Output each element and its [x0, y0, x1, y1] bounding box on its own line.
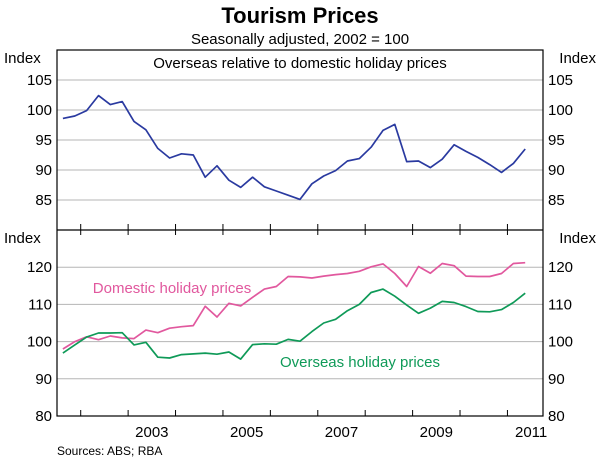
- y-tick-label-left: 100: [27, 102, 52, 119]
- bottom-panel-y-ticks: 80 80 90 90 100 100 110 110 120 120: [27, 259, 573, 425]
- x-tick-label: 2011: [515, 424, 547, 441]
- x-tick-label: 2007: [325, 424, 358, 441]
- y-tick-label-right: 100: [548, 102, 573, 119]
- top-y-label-left: Index: [4, 50, 41, 67]
- y-tick-label-left: 120: [27, 259, 52, 276]
- chart-title: Tourism Prices: [221, 3, 378, 28]
- series-line-overseas-relative: [62, 94, 526, 201]
- y-tick-label-right: 95: [548, 132, 565, 149]
- x-axis-ticks: 2003 2005 2007 2009 2011: [80, 224, 547, 441]
- series-line-domestic-holiday-prices: [62, 261, 526, 350]
- y-tick-label-left: 105: [27, 72, 52, 89]
- plot-frame: [56, 49, 544, 417]
- top-panel-y-ticks: 85 85 90 90 95 95 100 100 105 105: [27, 72, 573, 209]
- y-tick-label-left: 110: [28, 296, 52, 313]
- y-tick-label-right: 105: [548, 72, 573, 89]
- y-tick-label-left: 95: [35, 132, 52, 149]
- x-tick-label: 2009: [420, 424, 453, 441]
- x-tick-label: 2005: [230, 424, 263, 441]
- top-panel-grid: [57, 79, 543, 201]
- y-tick-label-left: 85: [35, 192, 52, 209]
- source-note: Sources: ABS; RBA: [57, 444, 162, 458]
- y-tick-label-left: 100: [27, 334, 52, 351]
- x-tick-label: 2003: [135, 424, 168, 441]
- series-line-overseas-holiday-prices: [62, 288, 526, 360]
- top-y-label-right: Index: [559, 50, 596, 67]
- y-tick-label-left: 80: [35, 408, 52, 425]
- y-tick-label-right: 90: [548, 162, 565, 179]
- chart-subtitle: Seasonally adjusted, 2002 = 100: [191, 31, 409, 48]
- y-tick-label-right: 120: [548, 259, 573, 276]
- bottom-y-label-right: Index: [559, 230, 596, 247]
- y-tick-label-left: 90: [35, 162, 52, 179]
- annotation-domestic-holiday-prices: Domestic holiday prices: [93, 280, 251, 297]
- y-tick-label-left: 90: [35, 371, 52, 388]
- annotation-overseas-relative: Overseas relative to domestic holiday pr…: [153, 55, 446, 72]
- y-tick-label-right: 90: [548, 371, 565, 388]
- y-tick-label-right: 80: [548, 408, 565, 425]
- annotation-overseas-holiday-prices: Overseas holiday prices: [280, 354, 440, 371]
- y-tick-label-right: 110: [548, 296, 572, 313]
- y-tick-label-right: 85: [548, 192, 565, 209]
- y-tick-label-right: 100: [548, 334, 573, 351]
- bottom-y-label-left: Index: [4, 230, 41, 247]
